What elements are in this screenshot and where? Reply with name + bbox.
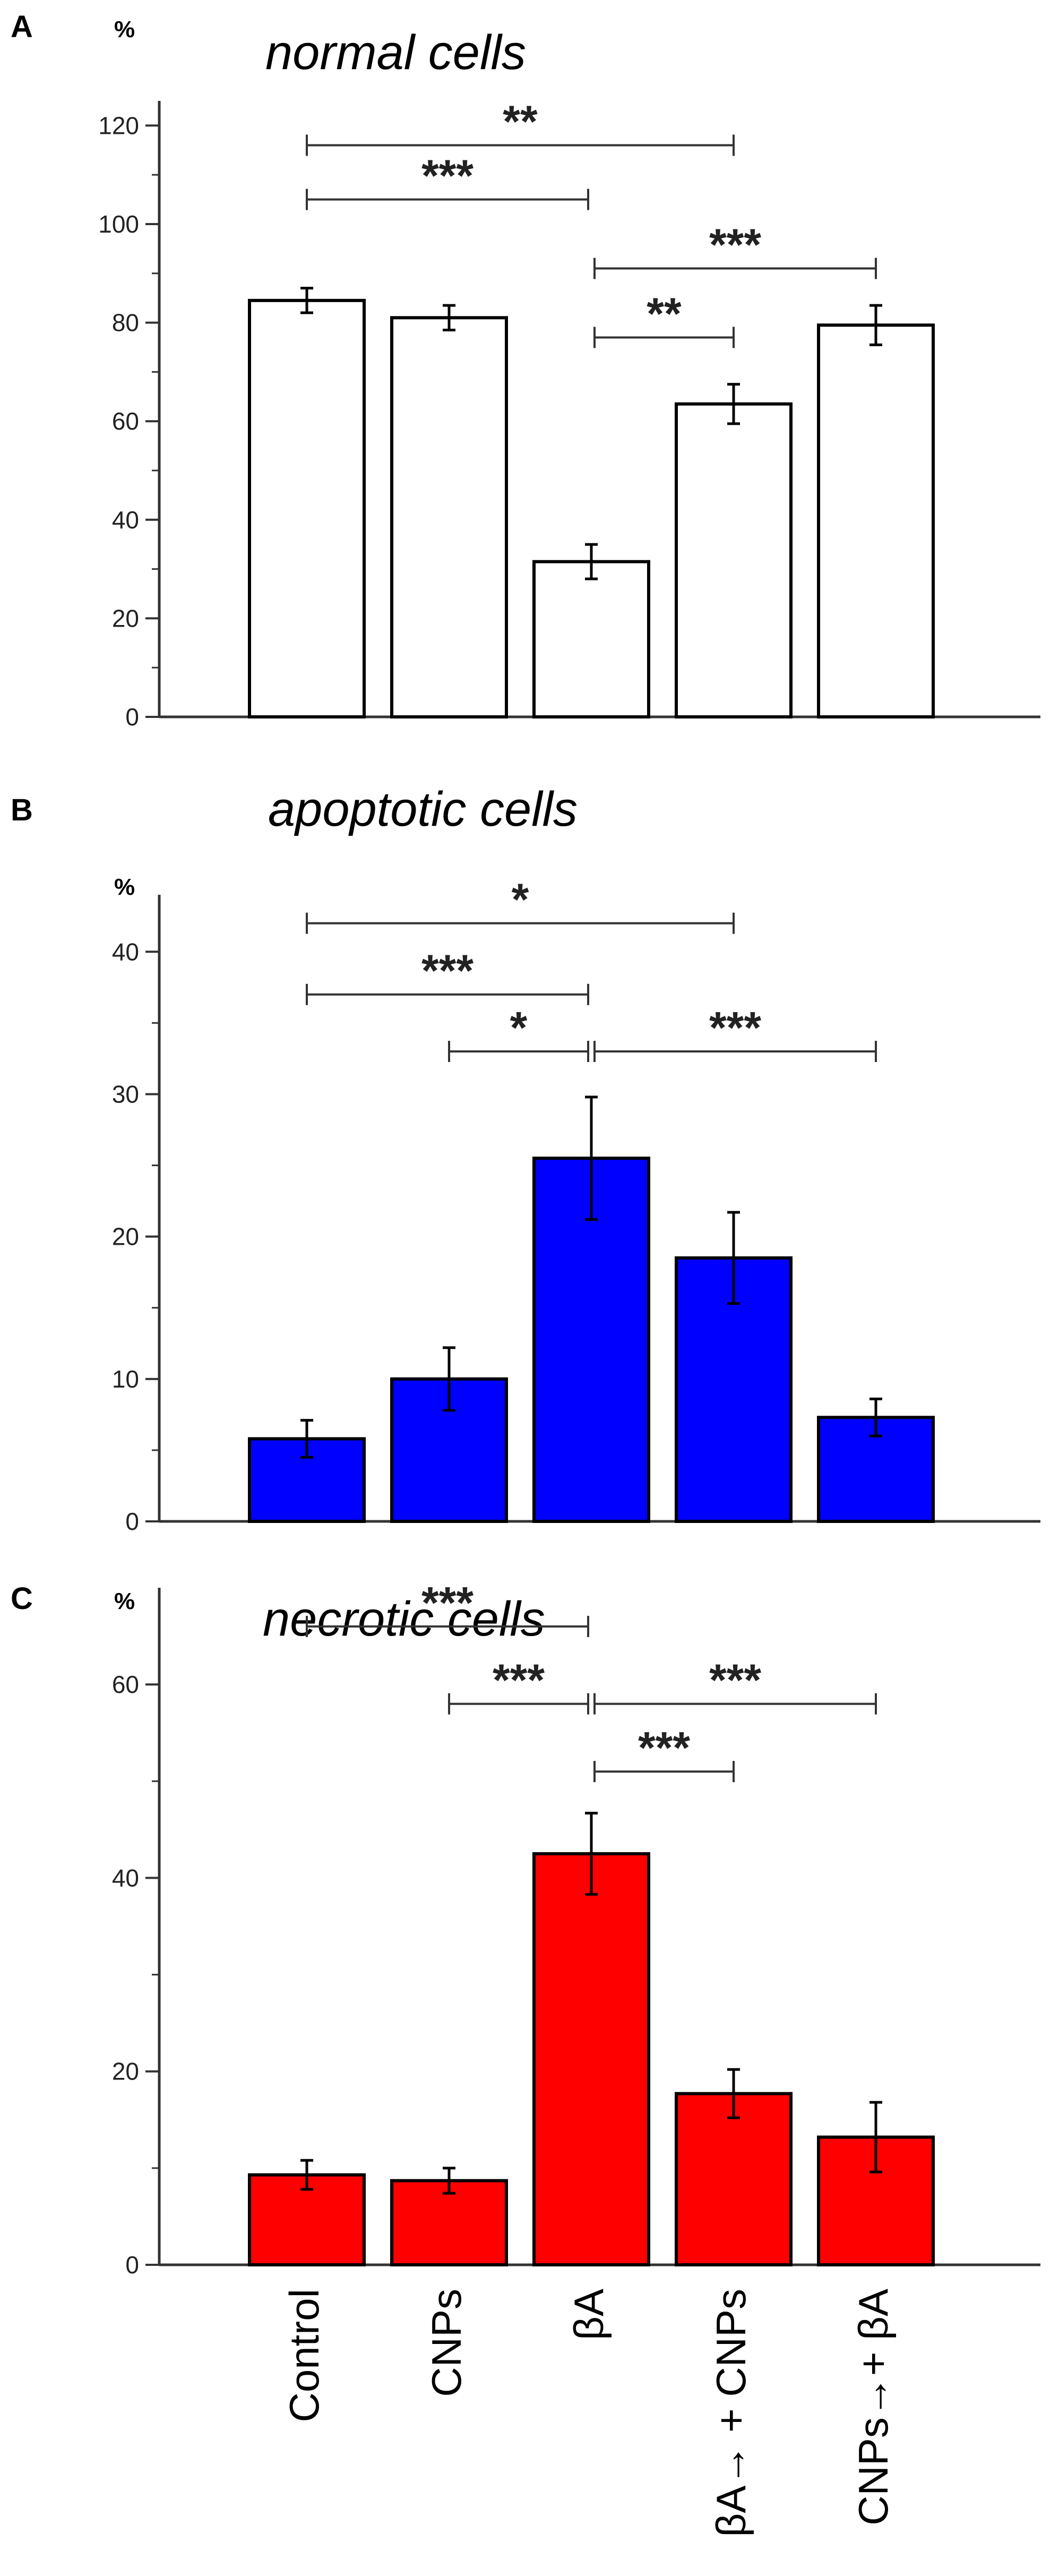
chart-title: apoptotic cells xyxy=(268,782,578,836)
bar xyxy=(390,2179,508,2266)
y-tick-label: 20 xyxy=(112,604,139,632)
y-tick-label: 40 xyxy=(112,506,139,534)
significance-stars: *** xyxy=(709,1003,761,1052)
y-tick-label: 80 xyxy=(112,309,139,337)
y-axis-label: % xyxy=(114,874,135,900)
chart-title: normal cells xyxy=(265,25,526,80)
y-tick-label: 20 xyxy=(112,2058,139,2085)
y-tick-label: 10 xyxy=(112,1365,139,1393)
x-category-label: CNPs xyxy=(423,2289,470,2397)
significance-stars: *** xyxy=(638,1723,690,1773)
significance-stars: *** xyxy=(493,1655,545,1705)
bar xyxy=(675,2092,793,2267)
bar xyxy=(675,402,793,718)
bar xyxy=(532,560,650,719)
y-tick-label: 0 xyxy=(125,2251,139,2279)
bar xyxy=(532,1852,650,2266)
y-axis-label: % xyxy=(114,1588,135,1614)
x-category-label: βA xyxy=(565,2289,612,2340)
x-category-label: CNPs→+ βA xyxy=(850,2289,897,2526)
y-tick-label: 100 xyxy=(98,210,139,238)
significance-stars: *** xyxy=(709,220,761,270)
y-tick-label: 120 xyxy=(98,112,139,139)
bar xyxy=(817,323,935,718)
y-axis-label: % xyxy=(114,16,135,42)
significance-stars: * xyxy=(512,875,529,925)
chart-title: necrotic cells xyxy=(263,1592,545,1646)
significance-stars: * xyxy=(510,1003,528,1052)
x-category-label: Control xyxy=(281,2289,328,2422)
panel-letter: B xyxy=(11,793,33,827)
y-tick-label: 0 xyxy=(125,703,139,731)
significance-stars: ** xyxy=(503,97,538,147)
bar xyxy=(248,298,366,718)
significance-stars: *** xyxy=(709,1655,761,1705)
y-tick-label: 60 xyxy=(112,407,139,435)
panel-c: C% necrotic cells 0 20 40 60 *** *** *** *** xyxy=(11,1578,1040,2279)
panel-letter: A xyxy=(11,10,33,44)
panel-letter: C xyxy=(11,1581,33,1616)
significance-stars: ** xyxy=(647,288,682,338)
x-category-label: βA→ + CNPs xyxy=(708,2289,754,2537)
y-tick-label: 0 xyxy=(125,1508,139,1535)
bar xyxy=(390,316,508,718)
y-tick-label: 40 xyxy=(112,1864,139,1892)
y-tick-label: 30 xyxy=(112,1080,139,1108)
y-tick-label: 20 xyxy=(112,1223,139,1251)
significance-stars: *** xyxy=(421,1578,473,1628)
y-tick-label: 60 xyxy=(112,1671,139,1698)
category-labels: Control CNPs βA βA→ + CNPs CNPs→+ βA xyxy=(281,2289,897,2537)
y-tick-label: 40 xyxy=(112,938,139,965)
significance-stars: *** xyxy=(421,151,473,201)
significance-stars: *** xyxy=(421,946,473,996)
